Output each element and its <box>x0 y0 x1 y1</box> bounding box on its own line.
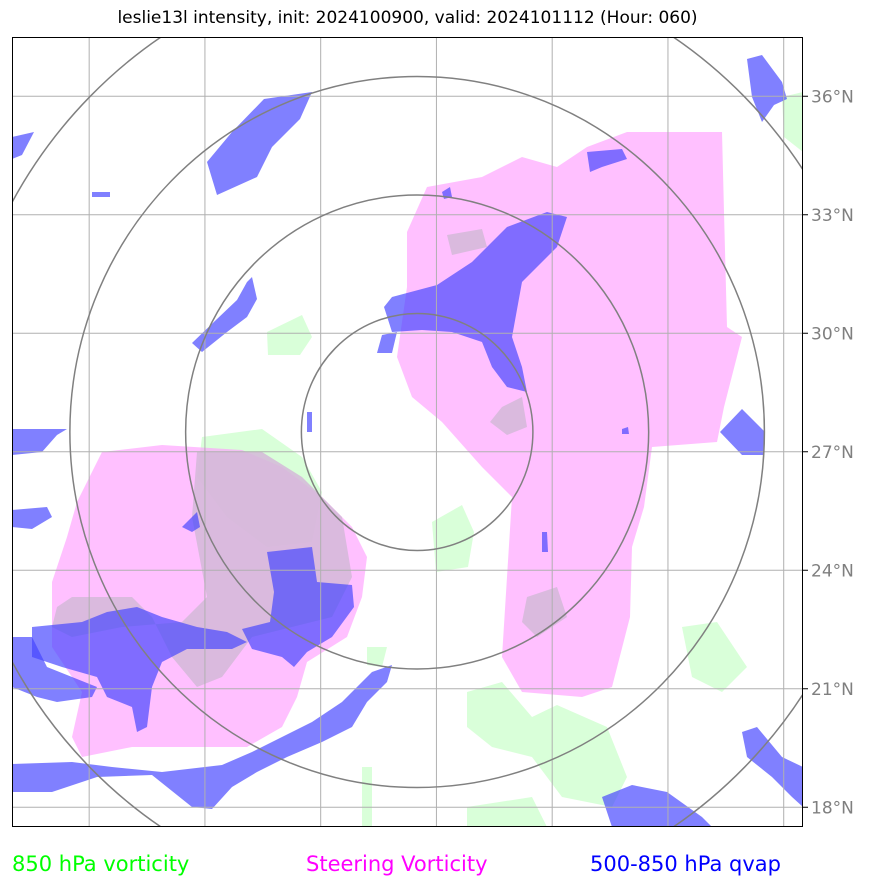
vort850-area <box>467 682 627 807</box>
qvap-area <box>720 409 765 455</box>
overlap-area <box>522 587 567 637</box>
lat-tick-label: 33°N <box>811 206 854 226</box>
qvap-area <box>12 429 67 455</box>
chart-title: leslie13l intensity, init: 2024100900, v… <box>117 8 698 28</box>
qvap-area <box>542 532 548 552</box>
qvap-layer <box>12 55 803 827</box>
overlap-area <box>490 397 527 435</box>
axis-ticks: 57°W54°W51°W48°W45°W42°W39°W36°N33°N30°N… <box>803 87 854 818</box>
legend-qvap: 500-850 hPa qvap <box>590 852 781 876</box>
gridlines <box>12 37 803 827</box>
lat-tick-label: 27°N <box>811 443 854 463</box>
qvap-area <box>587 149 627 172</box>
qvap-area <box>377 332 397 353</box>
map-plot: 57°W54°W51°W48°W45°W42°W39°W36°N33°N30°N… <box>12 37 854 827</box>
vort850-area <box>367 647 387 667</box>
qvap-area <box>242 547 354 667</box>
qvap-area <box>182 512 200 532</box>
lat-tick-label: 24°N <box>811 561 854 581</box>
qvap-area <box>747 55 787 122</box>
vort850-area <box>782 92 803 152</box>
vort850-area <box>682 622 747 692</box>
qvap-area <box>742 727 803 807</box>
qvap-area <box>384 212 567 392</box>
overlap-area <box>447 229 487 255</box>
lat-tick-label: 30°N <box>811 324 854 344</box>
qvap-area <box>602 785 712 827</box>
qvap-area <box>192 277 257 352</box>
legend-vort850: 850 hPa vorticity <box>12 852 190 876</box>
lat-tick-label: 21°N <box>811 680 854 700</box>
qvap-area <box>307 412 312 432</box>
steering-area <box>397 132 742 697</box>
lat-tick-label: 36°N <box>811 87 854 107</box>
lat-tick-label: 18°N <box>811 798 854 818</box>
range-ring <box>300 312 534 552</box>
qvap-area <box>32 607 247 732</box>
vort850-area <box>362 767 372 827</box>
vort850-area <box>267 315 312 355</box>
vort850-area <box>432 505 474 572</box>
qvap-area <box>207 92 312 195</box>
range-ring <box>184 194 650 670</box>
qvap-area <box>92 192 110 197</box>
range-ring <box>69 75 766 789</box>
vort850-area <box>467 797 547 827</box>
qvap-area <box>12 665 392 809</box>
qvap-area <box>12 132 34 159</box>
qvap-area <box>12 637 97 702</box>
range-rings <box>12 37 803 827</box>
qvap-area <box>12 507 52 529</box>
legend-steering: Steering Vorticity <box>306 852 488 876</box>
qvap-area <box>622 427 629 434</box>
plot-border <box>12 37 803 827</box>
